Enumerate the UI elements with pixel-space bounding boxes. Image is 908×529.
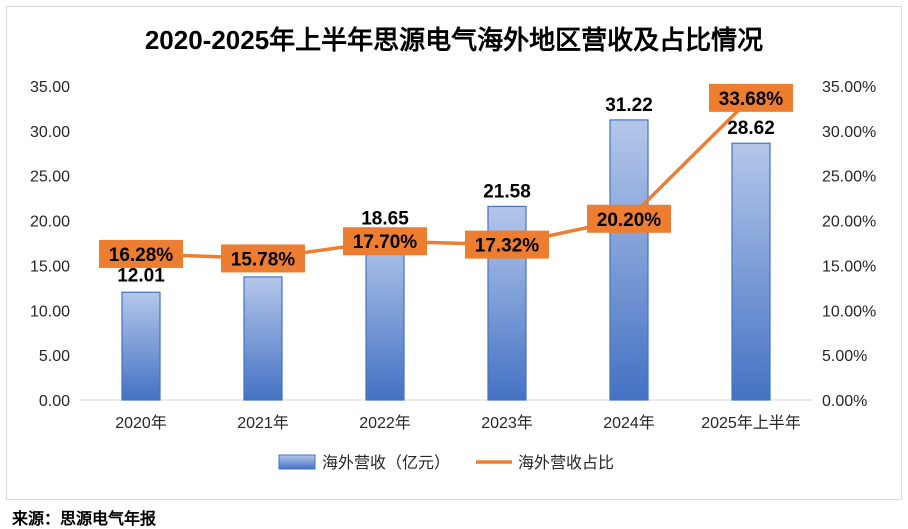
legend-line-label: 海外营收占比 xyxy=(518,454,614,472)
percentage-label: 16.28% xyxy=(109,245,174,266)
x-tick-label: 2020年 xyxy=(115,414,167,432)
y-left-tick-label: 35.00 xyxy=(30,79,70,96)
y-right-tick-label: 0.00% xyxy=(822,393,867,410)
percentage-label: 17.70% xyxy=(353,232,418,253)
percentage-label-box xyxy=(587,204,671,233)
y-right-tick-label: 25.00% xyxy=(822,169,876,186)
bar-data-label: 21.58 xyxy=(483,181,531,202)
percentage-line xyxy=(139,96,753,261)
bar-data-label: 12.01 xyxy=(117,265,165,286)
percentage-label-box xyxy=(343,227,427,256)
bar-data-label: 18.65 xyxy=(361,209,409,230)
chart-title: 2020-2025年上半年思源电气海外地区营收及占比情况 xyxy=(145,25,763,55)
bar-1 xyxy=(121,291,161,401)
legend-bar-swatch xyxy=(278,454,316,470)
percentage-label: 15.78% xyxy=(231,249,296,270)
legend-bar-label: 海外营收（亿元） xyxy=(322,454,450,472)
y-left-tick-label: 25.00 xyxy=(30,169,70,186)
percentage-label: 33.68% xyxy=(719,89,784,110)
percentage-label-box xyxy=(221,244,305,273)
percentage-label: 20.20% xyxy=(597,210,662,231)
y-left-tick-label: 30.00 xyxy=(30,124,70,141)
y-left-tick-label: 20.00 xyxy=(30,214,70,231)
x-tick-label: 2024年 xyxy=(603,414,655,432)
bar-6 xyxy=(731,142,771,401)
bar-5 xyxy=(609,119,649,401)
y-right-tick-label: 5.00% xyxy=(822,348,867,365)
x-tick-label: 2022年 xyxy=(359,414,411,432)
bar-data-label: 28.62 xyxy=(727,118,775,139)
bar-3 xyxy=(365,232,405,401)
percentage-label: 17.32% xyxy=(475,236,540,257)
bar-data-label: 31.22 xyxy=(605,95,653,116)
x-tick-label: 2021年 xyxy=(237,414,289,432)
y-right-tick-label: 15.00% xyxy=(822,258,876,275)
y-left-tick-label: 5.00 xyxy=(39,348,70,365)
bar-2 xyxy=(243,276,283,401)
x-tick-label: 2025年上半年 xyxy=(701,414,801,432)
y-left-tick-label: 10.00 xyxy=(30,303,70,320)
y-left-tick-label: 15.00 xyxy=(30,258,70,275)
y-right-tick-label: 10.00% xyxy=(822,303,876,320)
percentage-label-box xyxy=(99,239,183,268)
chart-frame xyxy=(6,6,902,500)
y-right-tick-label: 20.00% xyxy=(822,214,876,231)
percentage-label-box xyxy=(465,230,549,259)
percentage-label-box xyxy=(709,83,793,112)
source-note: 来源：思源电气年报 xyxy=(12,511,157,528)
x-tick-label: 2023年 xyxy=(481,414,533,432)
y-right-tick-label: 35.00% xyxy=(822,79,876,96)
y-right-tick-label: 30.00% xyxy=(822,124,876,141)
y-left-tick-label: 0.00 xyxy=(39,393,70,410)
